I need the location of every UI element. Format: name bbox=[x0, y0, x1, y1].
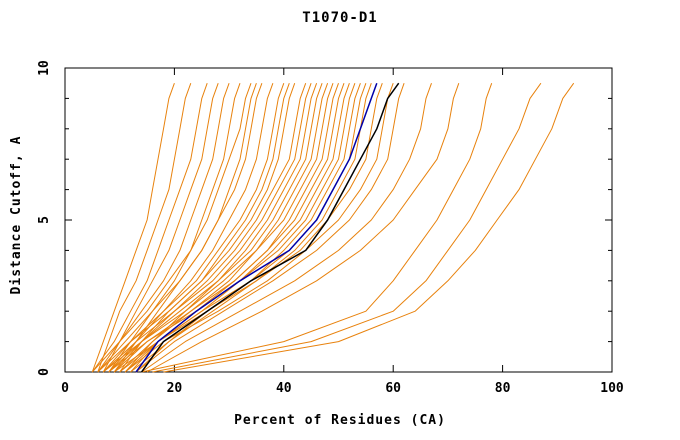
prediction-02 bbox=[97, 83, 192, 373]
prediction-27 bbox=[113, 83, 383, 373]
x-tick-label: 100 bbox=[600, 381, 624, 396]
prediction-28 bbox=[124, 83, 394, 373]
prediction-33 bbox=[152, 82, 542, 373]
prediction-13 bbox=[97, 83, 296, 373]
x-tick-label: 20 bbox=[167, 381, 183, 396]
prediction-03 bbox=[91, 83, 208, 373]
chart-title: T1070-D1 bbox=[302, 10, 378, 26]
prediction-29 bbox=[135, 83, 405, 373]
prediction-26 bbox=[130, 83, 372, 373]
prediction-32 bbox=[141, 83, 493, 373]
reference-black bbox=[140, 82, 400, 373]
prediction-07 bbox=[91, 83, 252, 373]
reference-blue bbox=[135, 82, 378, 373]
prediction-25 bbox=[119, 83, 367, 373]
prediction-23 bbox=[108, 83, 356, 373]
y-tick-label: 0 bbox=[37, 368, 52, 376]
prediction-10 bbox=[108, 83, 274, 373]
prediction-09 bbox=[97, 83, 263, 373]
x-axis-label: Percent of Residues (CA) bbox=[234, 413, 446, 428]
y-tick-label: 10 bbox=[37, 60, 52, 76]
prediction-21 bbox=[113, 83, 345, 373]
prediction-24 bbox=[135, 83, 361, 373]
prediction-30 bbox=[141, 83, 432, 373]
prediction-17 bbox=[108, 83, 323, 373]
prediction-15 bbox=[102, 83, 312, 373]
prediction-19 bbox=[102, 83, 334, 373]
prediction-04 bbox=[102, 83, 219, 373]
prediction-11 bbox=[102, 83, 285, 373]
prediction-06 bbox=[108, 83, 241, 373]
prediction-18 bbox=[119, 83, 329, 373]
prediction-01 bbox=[91, 83, 175, 373]
x-tick-label: 40 bbox=[276, 381, 292, 396]
prediction-12 bbox=[119, 83, 290, 373]
prediction-31 bbox=[146, 83, 460, 373]
prediction-05 bbox=[97, 83, 230, 373]
prediction-34 bbox=[163, 82, 575, 373]
x-tick-label: 60 bbox=[385, 381, 401, 396]
x-tick-label: 0 bbox=[61, 381, 69, 396]
x-tick-label: 80 bbox=[495, 381, 511, 396]
prediction-14 bbox=[113, 83, 307, 373]
y-tick-label: 5 bbox=[37, 216, 52, 224]
prediction-16 bbox=[124, 83, 318, 373]
